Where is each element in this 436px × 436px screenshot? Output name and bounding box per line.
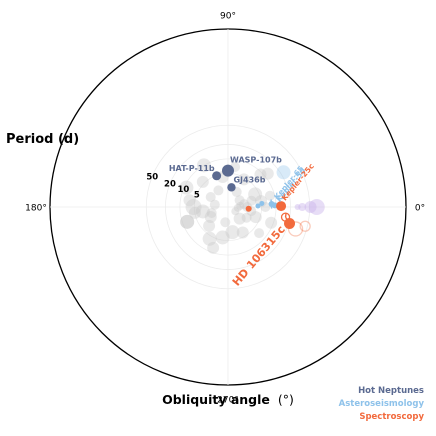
data-point: [276, 201, 287, 212]
rv-point: [304, 201, 317, 213]
rv-point: [298, 203, 307, 211]
angle-axis-label: Obliquity angle (°): [162, 392, 294, 407]
background-point: [236, 226, 249, 239]
background-point: [261, 167, 274, 180]
background-point: [213, 185, 224, 196]
rv-point: [294, 204, 301, 210]
background-point: [233, 212, 246, 225]
angle-tick-label: 90°: [220, 12, 236, 22]
background-point: [237, 173, 250, 186]
background-point: [207, 241, 220, 254]
radial-tick-label: 10: [177, 185, 189, 195]
data-points: [212, 164, 311, 237]
legend-entry: Asteroseismology: [339, 399, 425, 409]
background-point: [188, 206, 201, 219]
data-point: [280, 212, 291, 222]
point-label: HAT-P-11b: [169, 164, 215, 173]
background-point: [183, 194, 196, 207]
background-point: [241, 212, 252, 223]
background-point: [185, 199, 202, 215]
background-point: [195, 204, 210, 219]
data-point: [227, 183, 236, 192]
radial-tick-label: 20: [164, 180, 176, 190]
background-point: [236, 201, 245, 210]
background-point: [234, 195, 245, 206]
point-label: GJ436b: [233, 175, 265, 184]
legend: Hot Neptunes Asteroseismology Spectroscopy: [339, 386, 425, 422]
data-point: [259, 200, 265, 206]
background-point: [231, 207, 240, 216]
data-point: [222, 164, 234, 177]
background-point: [202, 231, 217, 246]
background-point: [233, 203, 242, 212]
background-point: [254, 228, 265, 239]
radial-axis-label: Period (d): [6, 132, 79, 147]
rv-point: [308, 199, 325, 215]
background-point: [249, 211, 262, 224]
radial-tick-label: 5: [194, 190, 200, 200]
data-point: [284, 217, 296, 229]
background-point: [196, 175, 209, 188]
data-point: [287, 221, 304, 237]
data-point: [276, 165, 291, 180]
background-point: [264, 190, 275, 201]
background-point: [248, 187, 263, 202]
background-point: [215, 230, 230, 245]
data-point: [255, 203, 261, 209]
angle-tick-label: 0°: [415, 204, 425, 214]
polar-grid: [49, 28, 407, 386]
radial-tick-label: 50: [146, 172, 158, 182]
point-label: WASP-107b: [230, 156, 282, 165]
background-point: [209, 199, 220, 210]
background-point: [204, 210, 217, 223]
data-point: [212, 171, 222, 181]
legend-entry: Hot Neptunes: [358, 386, 424, 396]
background-point: [225, 225, 240, 240]
data-point: [245, 205, 252, 212]
background-point: [246, 195, 257, 206]
background-point: [180, 214, 195, 229]
background-point: [180, 214, 195, 229]
angle-tick-label: 180°: [25, 204, 47, 214]
legend-entry: Spectroscopy: [359, 412, 424, 422]
background-point: [220, 217, 231, 228]
background-point: [196, 158, 211, 173]
background-point: [203, 219, 216, 232]
background-point: [205, 192, 216, 203]
background-point: [265, 216, 278, 229]
background-point: [206, 207, 217, 218]
background-point: [254, 168, 267, 181]
data-point: [299, 220, 311, 232]
angle-tick-label: 270°: [217, 396, 239, 406]
background-point: [179, 180, 194, 195]
